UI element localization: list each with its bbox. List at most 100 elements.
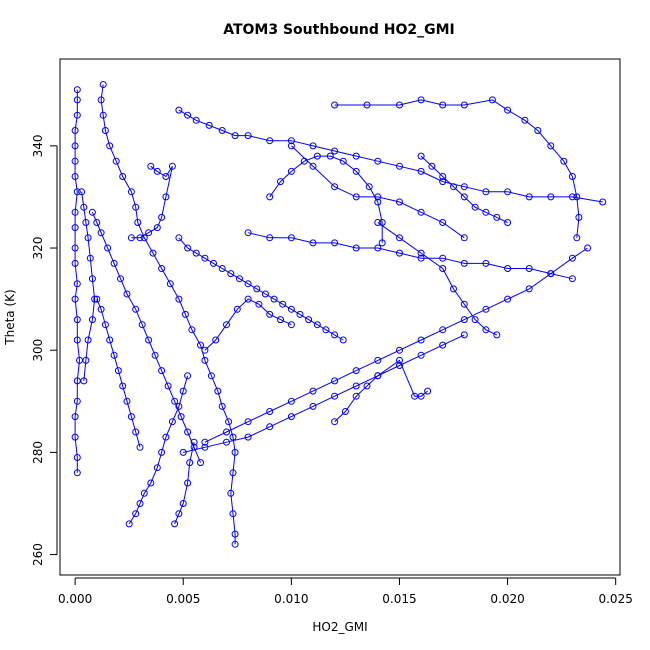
- data-point: [331, 392, 339, 400]
- data-point: [363, 382, 371, 390]
- data-point: [73, 96, 81, 104]
- data-point: [417, 351, 425, 359]
- data-point: [119, 173, 127, 180]
- data-point: [287, 167, 295, 175]
- data-point: [396, 356, 403, 364]
- series-line: [269, 155, 383, 243]
- data-point: [460, 234, 468, 242]
- data-point: [212, 336, 220, 344]
- data-point: [97, 96, 105, 104]
- data-point: [223, 428, 230, 436]
- data-point: [417, 249, 425, 257]
- data-point: [255, 300, 263, 308]
- data-point: [73, 336, 81, 344]
- data-point: [134, 219, 142, 226]
- data-point: [175, 402, 183, 410]
- x-tick-label: 0.005: [166, 592, 200, 606]
- data-point: [534, 127, 542, 134]
- data-point: [179, 387, 187, 395]
- data-point: [460, 183, 468, 191]
- data-point: [417, 208, 425, 216]
- data-point: [253, 285, 261, 293]
- data-point: [244, 433, 252, 441]
- data-point: [88, 316, 96, 324]
- data-point: [471, 316, 479, 324]
- data-point: [140, 489, 148, 497]
- data-point: [82, 356, 90, 364]
- data-point: [110, 259, 118, 267]
- data-point: [450, 183, 457, 191]
- data-point: [80, 203, 88, 211]
- data-point: [145, 229, 153, 237]
- data-point: [493, 213, 501, 221]
- series-line: [247, 232, 573, 280]
- series-line: [334, 99, 580, 238]
- data-point: [287, 142, 295, 150]
- data-point: [207, 372, 215, 380]
- data-point: [568, 173, 576, 180]
- data-point: [396, 101, 403, 109]
- data-point: [568, 254, 576, 262]
- data-point: [132, 510, 140, 518]
- data-point: [584, 244, 592, 252]
- data-point: [396, 346, 403, 354]
- data-point: [71, 142, 79, 150]
- data-point: [417, 167, 425, 175]
- y-tick-label: 280: [31, 441, 45, 464]
- series-line: [178, 237, 344, 341]
- data-point: [162, 433, 170, 441]
- data-point: [244, 132, 252, 140]
- data-point: [417, 152, 425, 160]
- data-point: [145, 336, 153, 344]
- data-point: [460, 259, 468, 267]
- data-point: [125, 520, 133, 528]
- data-point: [184, 244, 192, 252]
- data-point: [244, 295, 252, 303]
- data-point: [309, 387, 317, 395]
- data-point: [560, 157, 568, 165]
- y-tick-label: 340: [31, 134, 45, 157]
- data-point: [138, 321, 146, 329]
- data-point: [227, 489, 235, 497]
- data-point: [266, 193, 274, 201]
- data-point: [424, 387, 432, 395]
- data-point: [73, 397, 81, 405]
- data-point: [192, 116, 200, 124]
- series-line: [183, 334, 465, 453]
- data-point: [504, 219, 512, 226]
- series-line: [96, 298, 141, 448]
- data-point: [104, 244, 112, 252]
- plot-frame: [59, 58, 621, 576]
- data-point: [287, 321, 295, 329]
- data-point: [197, 341, 204, 349]
- data-point: [374, 219, 382, 226]
- data-point: [197, 459, 204, 467]
- data-point: [184, 111, 192, 119]
- data-point: [417, 96, 425, 104]
- data-point: [147, 162, 155, 170]
- data-point: [184, 479, 192, 487]
- data-point: [525, 265, 533, 272]
- data-point: [218, 265, 226, 272]
- data-point: [439, 219, 447, 226]
- data-point: [227, 270, 235, 278]
- data-point: [244, 418, 252, 426]
- data-point: [106, 336, 114, 344]
- data-point: [339, 336, 347, 344]
- data-point: [127, 234, 135, 242]
- data-point: [352, 167, 360, 175]
- data-point: [127, 188, 135, 196]
- data-point: [450, 285, 457, 293]
- data-point: [233, 305, 241, 313]
- data-point: [223, 321, 230, 329]
- data-point: [277, 316, 284, 324]
- x-tick-label: 0.015: [382, 592, 416, 606]
- data-point: [136, 443, 144, 451]
- chart-title: ATOM3 Southbound HO2_GMI: [223, 22, 455, 38]
- data-point: [93, 295, 101, 303]
- data-point: [439, 101, 447, 109]
- data-point: [153, 464, 161, 472]
- data-point: [460, 300, 468, 308]
- data-point: [84, 336, 92, 344]
- data-point: [136, 234, 144, 242]
